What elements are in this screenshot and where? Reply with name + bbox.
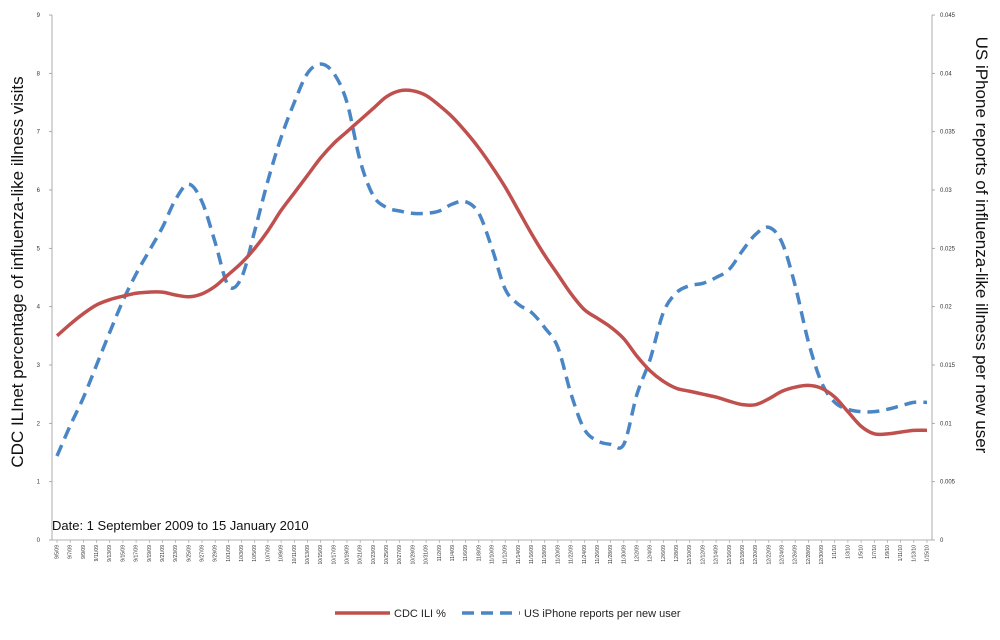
right-axis-title: US iPhone reports of influenza-like illn… <box>972 37 991 454</box>
x-tick-label: 10/17/09 <box>331 545 337 565</box>
x-tick-label: 10/29/09 <box>410 545 416 565</box>
x-tick-label: 9/15/09 <box>120 545 126 562</box>
right-y-tick-label: 0.025 <box>940 246 956 252</box>
x-tick-label: 9/29/09 <box>213 545 219 562</box>
axes-layer: 0 1 2 3 4 5 6 7 8 9 0 0.005 0.01 0.015 0.02 0.025 0.03 0.… <box>37 13 956 564</box>
left-y-tick-label: 9 <box>37 13 41 19</box>
x-tick-label: 10/25/09 <box>384 545 390 565</box>
x-tick-label: 9/13/09 <box>107 545 113 562</box>
x-tick-label: 1/3/10 <box>845 545 851 559</box>
series-line-iphone-reports <box>55 62 928 457</box>
series-line-cdc-ili <box>55 88 928 437</box>
x-tick-label: 10/21/09 <box>358 545 364 565</box>
x-tick-label: 9/25/09 <box>186 545 192 562</box>
x-tick-label: 11/28/09 <box>608 545 614 564</box>
x-tick-label: 11/20/09 <box>555 545 561 564</box>
x-tick-label: 10/31/09 <box>424 545 430 565</box>
right-y-tick-label: 0.02 <box>940 305 952 311</box>
x-tick-label: 1/5/10 <box>859 545 865 559</box>
x-tick-label: 10/13/09 <box>305 545 311 565</box>
x-tick-label: 9/9/09 <box>81 545 87 559</box>
x-tick-label: 10/23/09 <box>371 545 377 565</box>
x-tick-label: 12/4/09 <box>648 545 654 562</box>
x-tick-label: 9/19/09 <box>147 545 153 562</box>
x-tick-label: 9/23/09 <box>173 545 179 562</box>
right-y-tick-label: 0.035 <box>940 130 956 136</box>
left-y-tick-label: 0 <box>37 538 41 544</box>
x-tick-label: 11/16/09 <box>529 545 535 564</box>
x-tick-label: 12/10/09 <box>687 545 693 565</box>
x-tick-label: 12/6/09 <box>661 545 667 562</box>
x-tick-label: 9/5/09 <box>55 545 61 559</box>
right-y-tick-label: 0.04 <box>940 71 952 77</box>
x-tick-label: 10/19/09 <box>345 545 351 565</box>
x-tick-label: 1/7/10 <box>872 545 878 559</box>
x-tick-label: 10/15/09 <box>318 545 324 565</box>
x-tick-label: 11/2/09 <box>437 545 443 562</box>
right-y-tick-label: 0.01 <box>940 421 952 427</box>
legend-label-cdc-ili: CDC ILI % <box>394 608 446 620</box>
left-y-tick-label: 5 <box>37 246 41 252</box>
left-y-tick-label: 2 <box>37 421 41 427</box>
right-y-tick-label: 0.045 <box>940 13 956 19</box>
left-y-tick-label: 6 <box>37 188 41 194</box>
x-tick-label: 10/9/09 <box>279 545 285 562</box>
x-tick-label: 10/3/09 <box>239 545 245 562</box>
x-tick-label: 10/11/09 <box>292 545 298 564</box>
x-tick-label: 9/27/09 <box>200 545 206 562</box>
x-tick-label: 1/11/10 <box>898 545 904 562</box>
x-tick-label: 11/22/09 <box>569 545 575 564</box>
left-y-tick-label: 7 <box>37 130 41 136</box>
x-tick-label: 12/24/09 <box>780 545 786 565</box>
right-y-tick-label: 0 <box>940 538 944 544</box>
x-tick-label: 10/1/09 <box>226 545 232 562</box>
x-tick-label: 12/12/09 <box>700 545 706 565</box>
x-tick-label: 9/7/09 <box>68 545 74 559</box>
x-tick-label: 12/2/09 <box>635 545 641 562</box>
x-tick-label: 12/26/09 <box>793 545 799 565</box>
x-tick-label: 12/14/09 <box>714 545 720 565</box>
date-range-annotation: Date: 1 September 2009 to 15 January 201… <box>52 518 309 533</box>
x-tick-label: 11/26/09 <box>595 545 601 564</box>
x-tick-label: 1/13/10 <box>911 545 917 562</box>
left-y-tick-label: 3 <box>37 363 41 369</box>
x-tick-label: 9/21/09 <box>160 545 166 562</box>
x-tick-label: 11/10/09 <box>490 545 496 564</box>
x-tick-label: 12/18/09 <box>740 545 746 565</box>
x-tick-label: 11/18/09 <box>542 545 548 564</box>
x-tick-label: 11/6/09 <box>463 545 469 562</box>
x-tick-label: 11/24/09 <box>582 545 588 564</box>
x-tick-label: 10/7/09 <box>265 545 271 562</box>
x-tick-label: 11/8/09 <box>476 545 482 562</box>
x-tick-label: 12/30/09 <box>819 545 825 565</box>
x-tick-label: 11/12/09 <box>503 545 509 564</box>
left-y-tick-label: 4 <box>37 305 41 311</box>
x-tick-label: 1/1/10 <box>832 545 838 559</box>
x-tick-label: 12/8/09 <box>674 545 680 562</box>
right-y-tick-label: 0.015 <box>940 363 956 369</box>
x-tick-label: 1/15/10 <box>925 545 931 562</box>
x-tick-label: 12/22/09 <box>766 545 772 565</box>
right-y-tick-label: 0.005 <box>940 480 956 486</box>
left-axis-title: CDC ILInet percentage of influenza-like … <box>8 76 27 467</box>
x-tick-label: 10/5/09 <box>252 545 258 562</box>
x-tick-label: 12/28/09 <box>806 545 812 565</box>
chart-legend: CDC ILI % US iPhone reports per new user <box>335 608 681 620</box>
x-tick-label: 9/11/09 <box>94 545 100 562</box>
x-tick-label: 11/14/09 <box>516 545 522 564</box>
x-tick-label: 11/4/09 <box>450 545 456 562</box>
right-y-tick-label: 0.03 <box>940 188 952 194</box>
legend-label-iphone-reports: US iPhone reports per new user <box>524 608 681 620</box>
left-y-tick-label: 8 <box>37 71 41 77</box>
left-y-tick-label: 1 <box>37 480 41 486</box>
x-tick-label: 12/20/09 <box>753 545 759 565</box>
series-layer <box>55 62 928 457</box>
x-tick-label: 11/30/09 <box>621 545 627 564</box>
x-tick-label: 12/16/09 <box>727 545 733 565</box>
x-tick-label: 9/17/09 <box>134 545 140 562</box>
x-tick-label: 10/27/09 <box>397 545 403 565</box>
x-tick-label: 1/9/10 <box>885 545 891 559</box>
